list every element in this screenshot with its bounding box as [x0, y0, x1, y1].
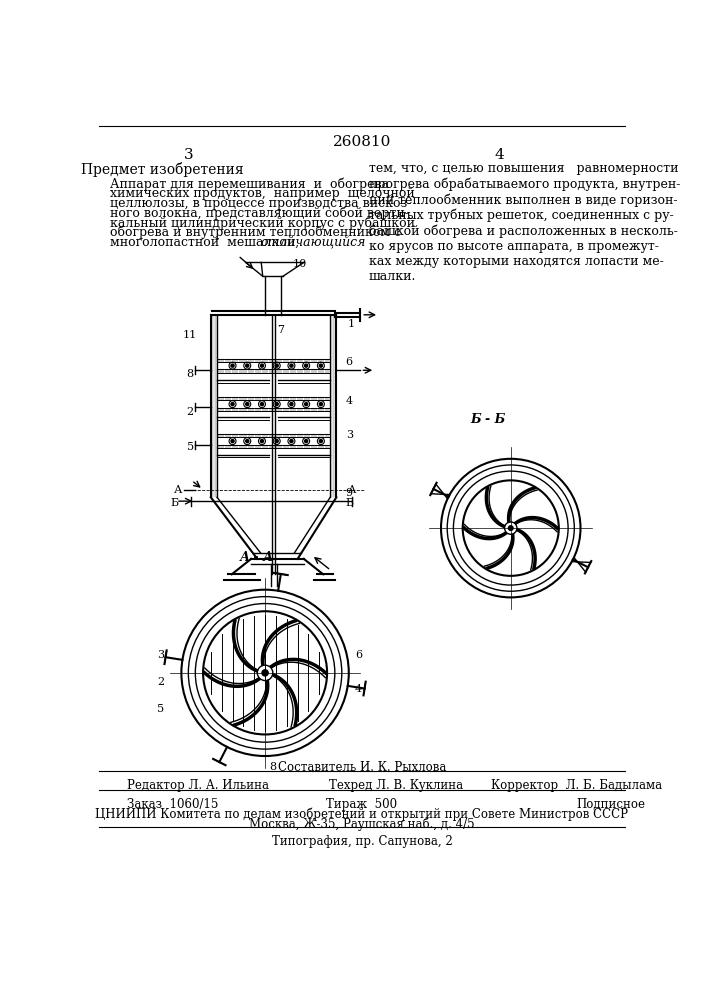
Circle shape [246, 403, 249, 406]
Text: Б: Б [170, 498, 179, 508]
Text: ного волокна, представляющий собой верти-: ного волокна, представляющий собой верти… [110, 207, 409, 220]
Text: 6: 6 [355, 650, 362, 660]
Text: А: А [174, 485, 182, 495]
Text: 9: 9 [346, 488, 353, 498]
Text: 3: 3 [157, 650, 164, 660]
Circle shape [246, 364, 249, 367]
Text: Техред Л. В. Куклина: Техред Л. В. Куклина [329, 779, 463, 792]
Circle shape [290, 440, 293, 443]
Circle shape [320, 440, 322, 443]
Text: 2: 2 [187, 407, 194, 417]
Text: 7: 7 [277, 325, 284, 335]
Text: Предмет изобретения: Предмет изобретения [81, 162, 243, 177]
Text: химических продуктов,  например  щелочной: химических продуктов, например щелочной [110, 187, 415, 200]
Text: Заказ  1060/15: Заказ 1060/15 [127, 798, 218, 811]
Text: 11: 11 [182, 330, 197, 340]
Text: Редактор Л. А. Ильина: Редактор Л. А. Ильина [127, 779, 269, 792]
Text: 4: 4 [346, 396, 353, 406]
Text: Б: Б [346, 498, 354, 508]
Text: А: А [348, 485, 356, 495]
Circle shape [305, 440, 308, 443]
Text: Тираж  500: Тираж 500 [327, 798, 397, 811]
Circle shape [290, 403, 293, 406]
Circle shape [290, 364, 293, 367]
Text: 3: 3 [185, 148, 194, 162]
Text: 2: 2 [157, 677, 164, 687]
Circle shape [305, 403, 308, 406]
Text: целлюлозы, в процессе производства вискоз-: целлюлозы, в процессе производства виско… [110, 197, 411, 210]
Circle shape [231, 403, 234, 406]
Text: кальный цилиндрический корпус с рубашкой: кальный цилиндрический корпус с рубашкой [110, 216, 415, 230]
Text: Типография, пр. Сапунова, 2: Типография, пр. Сапунова, 2 [271, 835, 452, 848]
Circle shape [275, 440, 279, 443]
Text: обогрева и внутренним теплообменником с: обогрева и внутренним теплообменником с [110, 226, 401, 239]
Text: 4: 4 [355, 684, 362, 694]
Text: Москва, Ж-35, Раушская наб., д. 4/5: Москва, Ж-35, Раушская наб., д. 4/5 [249, 818, 475, 831]
Text: многолопастной  мешалкой,: многолопастной мешалкой, [110, 235, 299, 248]
Circle shape [508, 526, 513, 530]
Text: отличающийся: отличающийся [260, 235, 366, 248]
Circle shape [262, 670, 268, 676]
Text: 6: 6 [346, 357, 353, 367]
Text: Составитель И. К. Рыхлова: Составитель И. К. Рыхлова [278, 761, 446, 774]
Text: 8: 8 [269, 762, 276, 772]
Text: 3: 3 [346, 430, 353, 440]
Circle shape [320, 364, 322, 367]
Circle shape [320, 403, 322, 406]
Text: Подписное: Подписное [577, 798, 645, 811]
Circle shape [275, 403, 279, 406]
Text: 4: 4 [494, 148, 504, 162]
Circle shape [305, 364, 308, 367]
Circle shape [231, 364, 234, 367]
Circle shape [260, 403, 264, 406]
Text: Аппарат для перемешивания  и  обогрева: Аппарат для перемешивания и обогрева [110, 178, 389, 191]
Circle shape [260, 364, 264, 367]
Text: 5: 5 [157, 704, 164, 714]
Text: 10: 10 [292, 259, 306, 269]
Circle shape [260, 440, 264, 443]
Circle shape [231, 440, 234, 443]
Text: 1: 1 [348, 319, 355, 329]
Text: А - А: А - А [240, 551, 274, 564]
Text: 8: 8 [187, 369, 194, 379]
Text: 5: 5 [187, 442, 194, 452]
Text: тем, что, с целью повышения   равномерности
прогрева обрабатываемого продукта, в: тем, что, с целью повышения равномерност… [369, 162, 680, 283]
Text: ЦНИИПИ Комитета по делам изобретений и открытий при Совете Министров СССР: ЦНИИПИ Комитета по делам изобретений и о… [95, 808, 629, 821]
Text: 260810: 260810 [333, 135, 391, 149]
Text: Корректор  Л. Б. Бадылама: Корректор Л. Б. Бадылама [491, 779, 662, 792]
Text: Б - Б: Б - Б [470, 413, 505, 426]
Circle shape [246, 440, 249, 443]
Circle shape [275, 364, 279, 367]
